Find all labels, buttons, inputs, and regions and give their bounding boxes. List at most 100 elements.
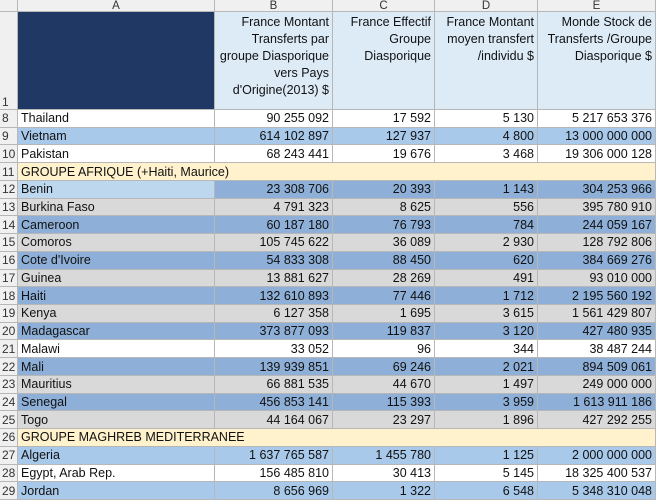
value-cell[interactable]: 8 625 bbox=[333, 198, 435, 217]
value-cell[interactable]: 373 877 093 bbox=[215, 322, 333, 341]
value-cell[interactable]: 556 bbox=[435, 198, 538, 217]
value-cell[interactable]: 156 485 810 bbox=[215, 464, 333, 483]
value-cell[interactable]: 127 937 bbox=[333, 127, 435, 146]
value-cell[interactable]: 395 780 910 bbox=[538, 198, 656, 217]
row-number[interactable]: 26 bbox=[0, 429, 18, 447]
value-cell[interactable]: 1 613 911 186 bbox=[538, 393, 656, 412]
value-cell[interactable]: 68 243 441 bbox=[215, 145, 333, 164]
value-cell[interactable]: 93 010 000 bbox=[538, 269, 656, 288]
value-cell[interactable]: 18 325 400 537 bbox=[538, 464, 656, 483]
row-number[interactable]: 15 bbox=[0, 234, 18, 252]
column-header[interactable]: A bbox=[18, 0, 215, 12]
row-number[interactable]: 29 bbox=[0, 482, 18, 500]
value-cell[interactable]: 620 bbox=[435, 251, 538, 270]
value-cell[interactable]: 1 143 bbox=[435, 180, 538, 199]
value-cell[interactable]: 132 610 893 bbox=[215, 287, 333, 305]
row-number[interactable]: 8 bbox=[0, 110, 18, 128]
row-number[interactable]: 20 bbox=[0, 322, 18, 341]
value-cell[interactable]: 491 bbox=[435, 269, 538, 288]
value-cell[interactable]: 60 187 180 bbox=[215, 216, 333, 235]
value-cell[interactable]: 139 939 851 bbox=[215, 358, 333, 376]
value-cell[interactable]: 77 446 bbox=[333, 287, 435, 305]
value-cell[interactable]: 105 745 622 bbox=[215, 234, 333, 252]
value-cell[interactable]: 20 393 bbox=[333, 180, 435, 199]
value-cell[interactable]: 5 348 310 048 bbox=[538, 482, 656, 500]
country-cell[interactable]: Malawi bbox=[18, 340, 215, 359]
value-cell[interactable]: 23 297 bbox=[333, 411, 435, 430]
value-cell[interactable]: 128 792 806 bbox=[538, 234, 656, 252]
header-cell[interactable] bbox=[18, 12, 215, 110]
value-cell[interactable]: 88 450 bbox=[333, 251, 435, 270]
header-cell[interactable]: Monde Stock de Transferts /Groupe Diaspo… bbox=[538, 12, 656, 110]
value-cell[interactable]: 3 468 bbox=[435, 145, 538, 164]
row-number[interactable]: 11 bbox=[0, 163, 18, 181]
row-number[interactable]: 9 bbox=[0, 127, 18, 146]
country-cell[interactable]: Pakistan bbox=[18, 145, 215, 164]
value-cell[interactable]: 1 322 bbox=[333, 482, 435, 500]
row-number[interactable]: 24 bbox=[0, 393, 18, 412]
country-cell[interactable]: Cote d'Ivoire bbox=[18, 251, 215, 270]
row-number[interactable]: 27 bbox=[0, 446, 18, 465]
value-cell[interactable]: 784 bbox=[435, 216, 538, 235]
value-cell[interactable]: 384 669 276 bbox=[538, 251, 656, 270]
country-cell[interactable]: Burkina Faso bbox=[18, 198, 215, 217]
value-cell[interactable]: 119 837 bbox=[333, 322, 435, 341]
row-number[interactable]: 23 bbox=[0, 375, 18, 394]
country-cell[interactable]: Cameroon bbox=[18, 216, 215, 235]
value-cell[interactable]: 3 615 bbox=[435, 305, 538, 323]
column-header[interactable]: D bbox=[435, 0, 538, 12]
row-number[interactable]: 25 bbox=[0, 411, 18, 430]
value-cell[interactable]: 1 561 429 807 bbox=[538, 305, 656, 323]
row-number[interactable]: 1 bbox=[0, 12, 18, 110]
value-cell[interactable]: 8 656 969 bbox=[215, 482, 333, 500]
country-cell[interactable]: Madagascar bbox=[18, 322, 215, 341]
row-number[interactable]: 21 bbox=[0, 340, 18, 359]
value-cell[interactable]: 2 000 000 000 bbox=[538, 446, 656, 465]
value-cell[interactable]: 44 670 bbox=[333, 375, 435, 394]
value-cell[interactable]: 66 881 535 bbox=[215, 375, 333, 394]
value-cell[interactable]: 1 637 765 587 bbox=[215, 446, 333, 465]
value-cell[interactable]: 5 145 bbox=[435, 464, 538, 483]
column-header[interactable]: E bbox=[538, 0, 656, 12]
column-header[interactable]: B bbox=[215, 0, 333, 12]
country-cell[interactable]: Mauritius bbox=[18, 375, 215, 394]
value-cell[interactable]: 6 127 358 bbox=[215, 305, 333, 323]
row-number[interactable]: 19 bbox=[0, 305, 18, 323]
value-cell[interactable]: 19 306 000 128 bbox=[538, 145, 656, 164]
value-cell[interactable]: 427 292 255 bbox=[538, 411, 656, 430]
value-cell[interactable]: 1 695 bbox=[333, 305, 435, 323]
country-cell[interactable]: Benin bbox=[18, 180, 215, 199]
value-cell[interactable]: 614 102 897 bbox=[215, 127, 333, 146]
value-cell[interactable]: 69 246 bbox=[333, 358, 435, 376]
value-cell[interactable]: 44 164 067 bbox=[215, 411, 333, 430]
value-cell[interactable]: 344 bbox=[435, 340, 538, 359]
value-cell[interactable]: 304 253 966 bbox=[538, 180, 656, 199]
country-cell[interactable]: Comoros bbox=[18, 234, 215, 252]
value-cell[interactable]: 4 800 bbox=[435, 127, 538, 146]
value-cell[interactable]: 244 059 167 bbox=[538, 216, 656, 235]
corner[interactable] bbox=[0, 0, 18, 12]
value-cell[interactable]: 894 509 061 bbox=[538, 358, 656, 376]
row-number[interactable]: 14 bbox=[0, 216, 18, 235]
row-number[interactable]: 17 bbox=[0, 269, 18, 288]
value-cell[interactable]: 23 308 706 bbox=[215, 180, 333, 199]
value-cell[interactable]: 2 195 560 192 bbox=[538, 287, 656, 305]
value-cell[interactable]: 13 881 627 bbox=[215, 269, 333, 288]
value-cell[interactable]: 2 930 bbox=[435, 234, 538, 252]
header-cell[interactable]: France Effectif Groupe Diasporique bbox=[333, 12, 435, 110]
row-number[interactable]: 22 bbox=[0, 358, 18, 376]
value-cell[interactable]: 1 712 bbox=[435, 287, 538, 305]
country-cell[interactable]: Mali bbox=[18, 358, 215, 376]
value-cell[interactable]: 19 676 bbox=[333, 145, 435, 164]
section-label[interactable]: GROUPE AFRIQUE (+Haiti, Maurice) bbox=[18, 163, 656, 181]
value-cell[interactable]: 1 125 bbox=[435, 446, 538, 465]
value-cell[interactable]: 54 833 308 bbox=[215, 251, 333, 270]
value-cell[interactable]: 3 120 bbox=[435, 322, 538, 341]
value-cell[interactable]: 1 896 bbox=[435, 411, 538, 430]
value-cell[interactable]: 96 bbox=[333, 340, 435, 359]
header-cell[interactable]: France Montant Transferts par groupe Dia… bbox=[215, 12, 333, 110]
value-cell[interactable]: 90 255 092 bbox=[215, 110, 333, 128]
value-cell[interactable]: 5 130 bbox=[435, 110, 538, 128]
country-cell[interactable]: Egypt, Arab Rep. bbox=[18, 464, 215, 483]
row-number[interactable]: 28 bbox=[0, 464, 18, 483]
